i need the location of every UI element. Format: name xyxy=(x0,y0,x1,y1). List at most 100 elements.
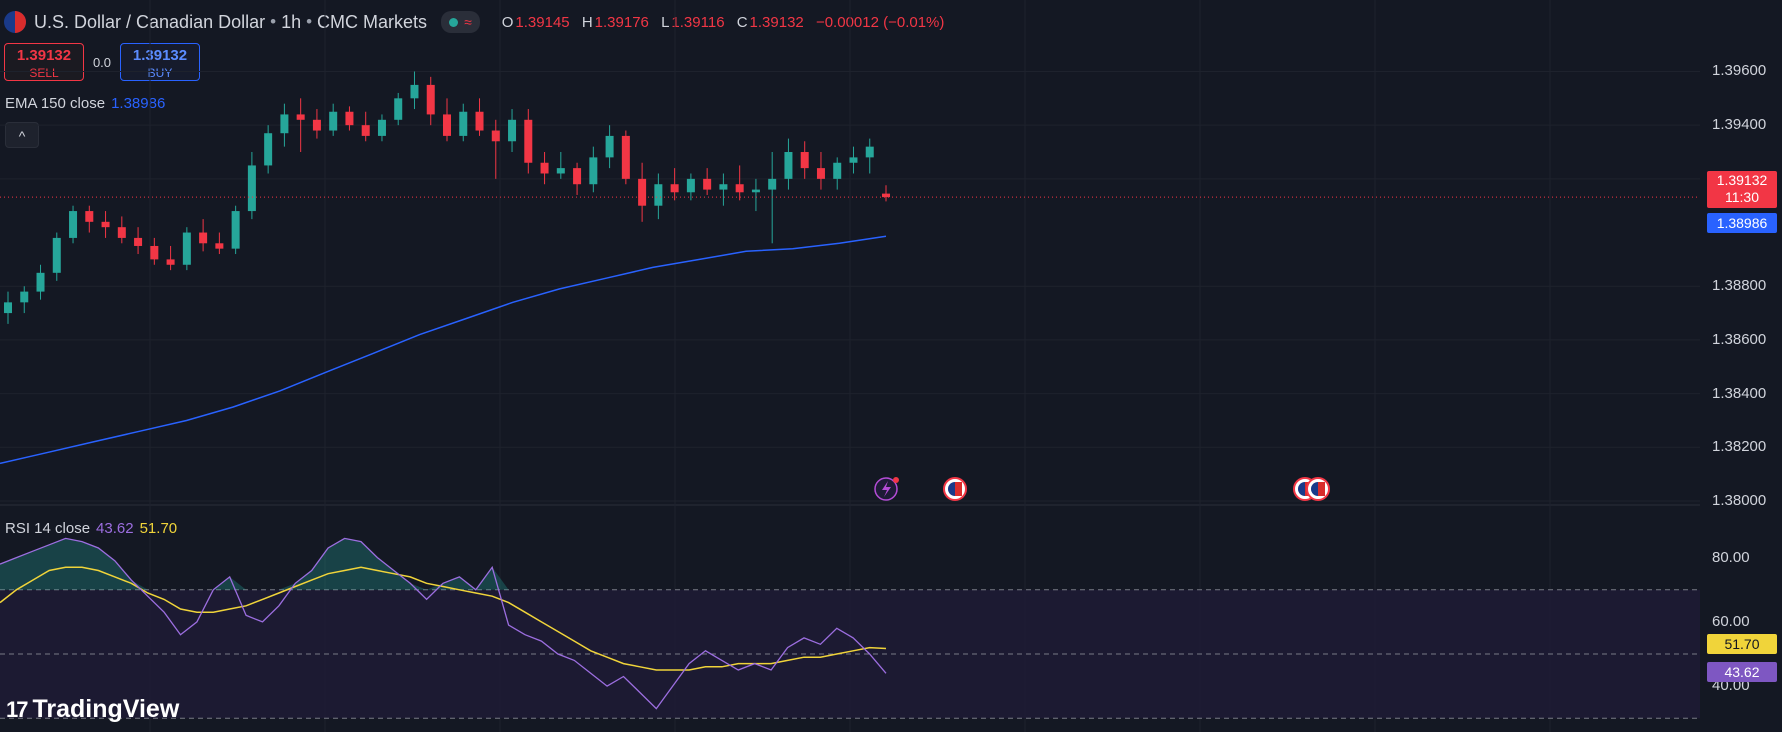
interval-label[interactable]: 1h xyxy=(281,11,302,32)
candle-body xyxy=(703,178,712,190)
collapse-legend-button[interactable]: ^ xyxy=(5,122,39,148)
candle-body xyxy=(134,237,143,246)
price-axis-label: 1.38400 xyxy=(1712,384,1767,402)
candle-body xyxy=(443,114,451,136)
candle-body xyxy=(475,111,484,131)
price-axis-label: 1.39600 xyxy=(1712,62,1767,80)
ema-legend-label: EMA 150 close xyxy=(5,95,106,112)
rsi-legend[interactable]: RSI 14 close 43.62 51.70 xyxy=(5,520,177,537)
candle-body xyxy=(638,178,647,206)
candle-body xyxy=(166,259,175,265)
high-value: 1.39176 xyxy=(594,13,649,31)
tradingview-mark-icon: 17 xyxy=(6,696,29,722)
lightning-event-icon[interactable] xyxy=(874,477,899,501)
rsi-ma-tag: 51.70 xyxy=(1707,634,1777,654)
candle-body xyxy=(52,237,61,273)
candle-body xyxy=(686,178,695,193)
market-open-icon xyxy=(449,17,459,27)
candle-body xyxy=(816,168,825,179)
market-status-pill[interactable]: ≈ xyxy=(441,11,480,33)
candle-body xyxy=(36,272,45,292)
candle-body xyxy=(377,119,386,136)
candle-body xyxy=(865,146,874,158)
candle-body xyxy=(491,130,500,142)
candle-body xyxy=(670,184,679,193)
candle-body xyxy=(215,243,224,249)
last-price-tag: 1.39132 11:30 xyxy=(1707,171,1777,208)
candle-body xyxy=(426,84,435,115)
candle-body xyxy=(882,193,890,198)
candle-body xyxy=(751,189,760,193)
candle-body xyxy=(605,135,614,158)
sell-button[interactable]: 1.39132 SELL xyxy=(4,43,84,81)
candle-body xyxy=(573,168,582,185)
low-value: 1.39116 xyxy=(671,13,725,31)
candle-body xyxy=(524,119,533,163)
candle-body xyxy=(654,184,663,206)
ema-line xyxy=(0,235,887,465)
buy-button[interactable]: 1.39132 BUY xyxy=(120,43,200,81)
events-layer xyxy=(874,477,1330,501)
candle-body xyxy=(150,245,159,260)
separator-dot: • xyxy=(270,12,277,31)
candle-body xyxy=(4,302,12,314)
candle-body xyxy=(69,211,78,238)
sell-label: SELL xyxy=(29,66,59,80)
usd-event-flag-icon[interactable] xyxy=(1306,477,1330,501)
candle-body xyxy=(735,184,744,193)
rsi-line xyxy=(0,537,887,710)
ema-legend[interactable]: EMA 150 close 1.38986 xyxy=(5,95,165,112)
open-value: 1.39145 xyxy=(515,13,570,31)
rsi-axis-label: 80.00 xyxy=(1712,548,1750,566)
buy-price: 1.39132 xyxy=(132,47,188,64)
rsi-ma-legend-value: 51.70 xyxy=(139,520,178,537)
candle-body xyxy=(280,114,289,134)
candle-body xyxy=(849,157,858,163)
ema-line-layer xyxy=(0,235,887,465)
rsi-overbought-fill xyxy=(0,538,886,590)
chevron-up-icon: ^ xyxy=(18,128,26,144)
exchange-label[interactable]: CMC Markets xyxy=(317,11,428,32)
data-delay-icon: ≈ xyxy=(464,14,472,30)
candle-body xyxy=(182,232,191,265)
rsi-axis-label: 60.00 xyxy=(1712,612,1750,630)
last-price-value: 1.39132 xyxy=(1716,172,1768,188)
rsi-tag: 43.62 xyxy=(1707,662,1777,682)
ema-legend-value: 1.38986 xyxy=(111,95,166,112)
candle-body xyxy=(540,162,549,174)
buy-label: BUY xyxy=(147,66,173,80)
tradingview-logo[interactable]: 17 TradingView xyxy=(6,695,179,724)
candle-body xyxy=(117,227,126,238)
candles-layer xyxy=(0,71,1700,324)
candle-body xyxy=(264,133,273,166)
low-key: L xyxy=(661,13,670,31)
candle-body xyxy=(101,221,110,228)
candle-body xyxy=(800,152,809,169)
candle-body xyxy=(768,178,777,190)
high-key: H xyxy=(581,13,593,31)
candle-body xyxy=(345,111,354,126)
candle-body xyxy=(85,211,94,222)
rsi-background xyxy=(0,589,1700,719)
ohlc-readout: O 1.39145 H 1.39176 L 1.39116 C 1.39132 −0.0… xyxy=(494,14,945,31)
candle-body xyxy=(833,162,842,179)
candle-body xyxy=(231,211,240,249)
candle-body xyxy=(247,165,256,212)
close-value: 1.39132 xyxy=(749,13,804,31)
price-axis-label: 1.38200 xyxy=(1712,438,1767,456)
price-axis-label: 1.38600 xyxy=(1712,330,1767,348)
candle-body xyxy=(556,168,565,174)
rsi-ma-line xyxy=(0,566,887,671)
candle-body xyxy=(329,111,338,131)
candle-body xyxy=(621,135,630,179)
sell-price: 1.39132 xyxy=(16,47,72,64)
usd-event-flag-icon[interactable] xyxy=(943,477,967,501)
countdown-value: 11:30 xyxy=(1725,189,1759,205)
separator-dot: • xyxy=(306,12,313,31)
candle-body xyxy=(589,157,598,185)
trade-panel: 1.39132 SELL 0.0 1.39132 BUY xyxy=(4,43,200,81)
candle-body xyxy=(361,125,370,136)
price-axis-label: 1.38800 xyxy=(1712,277,1767,295)
candle-body xyxy=(719,184,728,190)
